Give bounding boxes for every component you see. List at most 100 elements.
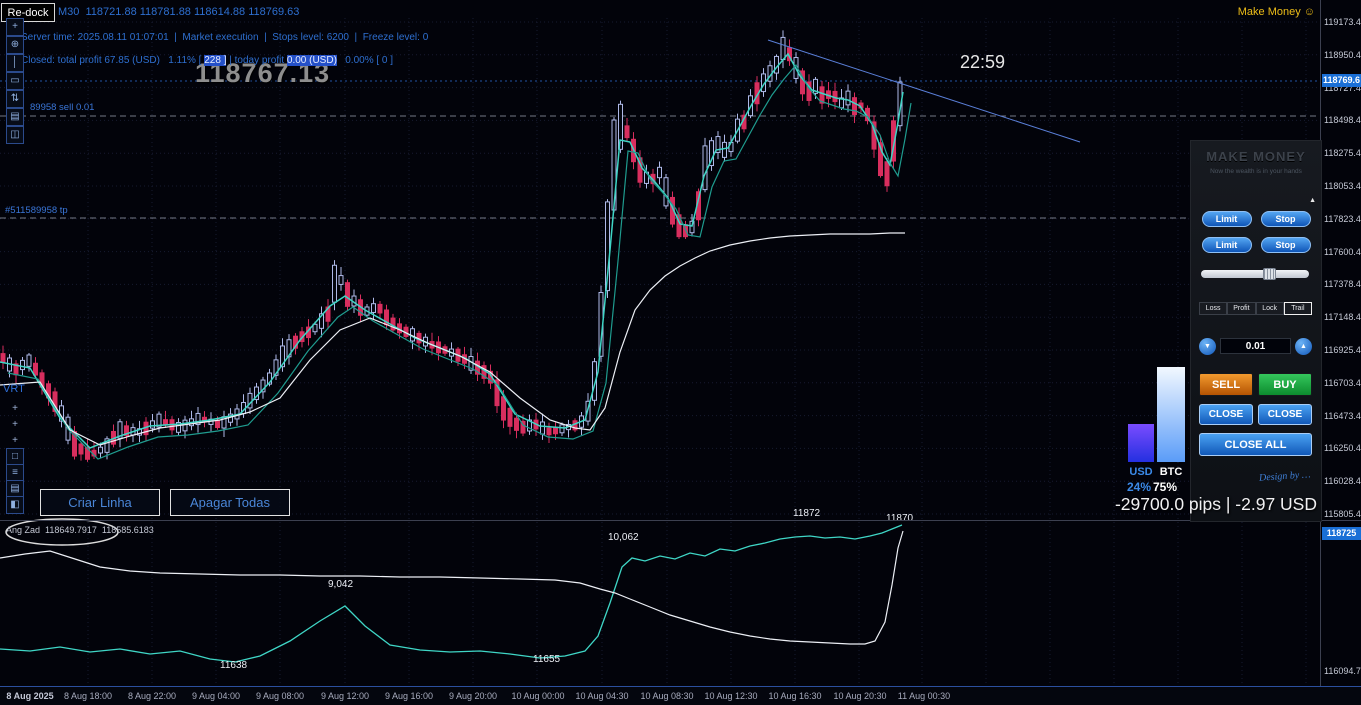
- highlight-ellipse[interactable]: [5, 518, 119, 546]
- lot-slider[interactable]: [1201, 268, 1309, 280]
- profit-status-line: iClosed: total profit 67.85 (USD) 1.11% …: [8, 55, 393, 66]
- btc-label: BTC: [1159, 466, 1183, 478]
- usd-balance-bar: [1128, 424, 1154, 462]
- close-buy-button[interactable]: CLOSE: [1258, 404, 1312, 425]
- lower-teal-line: [0, 524, 903, 663]
- closed-profit-text: Closed: total profit 67.85 (USD) 1.11% [: [21, 55, 205, 66]
- candle-body: [813, 78, 818, 94]
- time-axis-label: 10 Aug 16:30: [768, 691, 822, 701]
- drawing-tool-icon[interactable]: +: [6, 18, 24, 36]
- candle-body: [553, 426, 558, 435]
- candle-body: [182, 419, 188, 432]
- time-axis-label: 8 Aug 2025: [6, 691, 54, 701]
- candle-body: [819, 86, 825, 104]
- current-price-box: 118769.6: [1322, 74, 1361, 87]
- time-axis-label: 11 Aug 00:30: [897, 691, 951, 701]
- time-axis-label: 9 Aug 04:00: [191, 691, 241, 701]
- lot-increase-button[interactable]: ▲: [1295, 337, 1312, 355]
- drawing-tool-icon[interactable]: ▤: [6, 108, 24, 126]
- drawing-tool-icon[interactable]: ◧: [6, 496, 24, 514]
- lot-decrease-button[interactable]: ▼: [1199, 337, 1216, 355]
- candle-body: [514, 417, 519, 431]
- take-profit-label[interactable]: #511589958 tp: [5, 205, 68, 216]
- pane-separator[interactable]: [0, 520, 1361, 521]
- sell-button[interactable]: SELL: [1199, 373, 1253, 396]
- candle-body: [85, 446, 90, 460]
- candle-body: [624, 125, 630, 139]
- price-scale-label: 116703.4: [1324, 377, 1361, 388]
- price-chart: 11872 11870 10,062 9,042 11638 11655: [0, 18, 1320, 684]
- lower-scale-label: 116094.7: [1324, 666, 1361, 676]
- candle-body: [520, 420, 526, 434]
- drawing-tool-icon[interactable]: │: [6, 54, 24, 72]
- mode-tabs: Loss Profit Lock Trail: [1199, 302, 1312, 315]
- trendline[interactable]: [767, 39, 1081, 143]
- tab-profit[interactable]: Profit: [1227, 302, 1256, 315]
- make-money-link[interactable]: Make Money ☺: [1237, 6, 1315, 18]
- ohlc-readout: M30 118721.88 118781.88 118614.88 118769…: [58, 6, 300, 18]
- server-status-line: iServer time: 2025.08.11 01:07:01 | Mark…: [8, 32, 428, 43]
- candle-body: [345, 282, 350, 307]
- drawing-tool-icon[interactable]: +: [12, 435, 18, 446]
- drawing-tool-icon[interactable]: ⊕: [6, 36, 24, 54]
- price-scale-label: 118498.4: [1324, 115, 1361, 126]
- candle-body: [618, 103, 623, 150]
- tab-trail[interactable]: Trail: [1283, 302, 1312, 315]
- price-scale-label: 116925.4: [1324, 345, 1361, 355]
- time-axis-label: 10 Aug 20:30: [833, 691, 887, 701]
- drawing-tool-icon[interactable]: ▭: [6, 72, 24, 90]
- stop-button-2[interactable]: Stop: [1260, 237, 1311, 253]
- limit-button-1[interactable]: Limit: [1201, 211, 1252, 227]
- candle-body: [332, 264, 337, 303]
- close-all-button[interactable]: CLOSE ALL: [1199, 433, 1312, 456]
- delete-all-lines-button[interactable]: Apagar Todas: [170, 489, 290, 516]
- create-line-button[interactable]: Criar Linha: [40, 489, 160, 516]
- today-pct-text: 0.00% [ 0 ]: [336, 55, 394, 66]
- candle-body: [104, 438, 110, 453]
- drawing-tool-icon[interactable]: ◫: [6, 126, 24, 144]
- candle-body: [722, 141, 727, 158]
- candle-body: [852, 97, 857, 116]
- candle-body: [891, 120, 896, 162]
- drawing-tool-icon[interactable]: ▤: [6, 480, 24, 498]
- lot-size-field[interactable]: 0.01: [1220, 338, 1291, 354]
- price-scale-label: 118727.4: [1324, 82, 1361, 93]
- redock-button[interactable]: Re-dock: [1, 3, 55, 22]
- btc-balance-bar: [1157, 367, 1185, 462]
- drawing-tool-icon[interactable]: ⇅: [6, 90, 24, 108]
- buy-button[interactable]: BUY: [1258, 373, 1312, 396]
- time-axis-label: 9 Aug 20:00: [448, 691, 498, 701]
- candle-body: [312, 323, 318, 333]
- ma-line-slow: [7, 63, 912, 460]
- limit-button-2[interactable]: Limit: [1201, 237, 1252, 253]
- drawing-tool-icon[interactable]: +: [12, 419, 18, 430]
- candle-body: [163, 419, 168, 426]
- close-sell-button[interactable]: CLOSE: [1199, 404, 1253, 425]
- lower-white-line: [0, 530, 904, 645]
- candle-body: [657, 166, 662, 179]
- candle-body: [33, 362, 38, 376]
- stop-button-1[interactable]: Stop: [1260, 211, 1311, 227]
- drawing-tool-icon[interactable]: +: [12, 403, 18, 414]
- designer-signature: Design by …: [1259, 469, 1312, 484]
- tab-loss[interactable]: Loss: [1199, 302, 1228, 315]
- price-scale-label: 118053.4: [1324, 181, 1361, 191]
- candle-body: [702, 145, 708, 191]
- collapse-arrow-icon[interactable]: ▲: [1309, 197, 1316, 204]
- candle-body: [663, 177, 669, 207]
- time-axis[interactable]: 8 Aug 2025 8 Aug 18:00 8 Aug 22:00 9 Aug 04…: [0, 686, 1361, 705]
- candle-body: [124, 425, 129, 436]
- candle-body: [371, 303, 376, 313]
- time-axis-label: 10 Aug 04:30: [575, 691, 629, 701]
- ma-line-fast: [0, 52, 904, 449]
- candle-body: [559, 424, 565, 434]
- candle-body: [319, 313, 324, 329]
- sell-position-label[interactable]: 89958 sell 0.01: [30, 102, 95, 113]
- price-scale[interactable]: 119173.4 118950.4 118727.4 118498.4 118275.4…: [1320, 0, 1361, 686]
- candle-body: [260, 379, 266, 393]
- candle-body: [325, 306, 331, 322]
- candle-body: [897, 81, 903, 127]
- indicator-value-label: 10,062: [608, 532, 639, 543]
- slider-handle[interactable]: [1263, 268, 1276, 280]
- tab-lock[interactable]: Lock: [1255, 302, 1284, 315]
